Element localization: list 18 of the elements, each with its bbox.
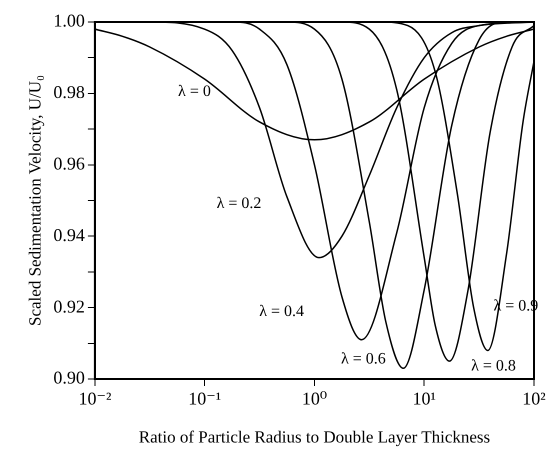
x-tick-label: 10⁻²: [78, 388, 112, 409]
x-tick-label: 10¹: [412, 388, 436, 409]
y-tick-label: 0.98: [53, 82, 85, 102]
y-tick-label: 0.96: [53, 154, 85, 174]
x-tick-label: 10⁻¹: [188, 388, 222, 409]
y-axis-title: Scaled Sedimentation Velocity, U/U₀: [26, 74, 45, 326]
y-tick-label: 1.00: [53, 10, 85, 31]
y-tick-label: 0.92: [53, 296, 85, 316]
x-tick-label: 10²: [522, 388, 546, 409]
series-label: λ = 0.2: [216, 194, 262, 212]
text: λ = 0.4: [259, 302, 304, 320]
y-tick-label: 0.94: [53, 224, 85, 245]
series-label: λ = 0: [178, 83, 211, 100]
x-tick-label: 10⁰: [302, 388, 328, 409]
series-label: λ = 0.8: [471, 357, 516, 374]
series-label: λ = 0.6: [341, 350, 386, 368]
x-axis-title: Ratio of Particle Radius to Double Layer Thickness: [138, 427, 490, 446]
y-tick-label: 0.90: [53, 368, 85, 388]
